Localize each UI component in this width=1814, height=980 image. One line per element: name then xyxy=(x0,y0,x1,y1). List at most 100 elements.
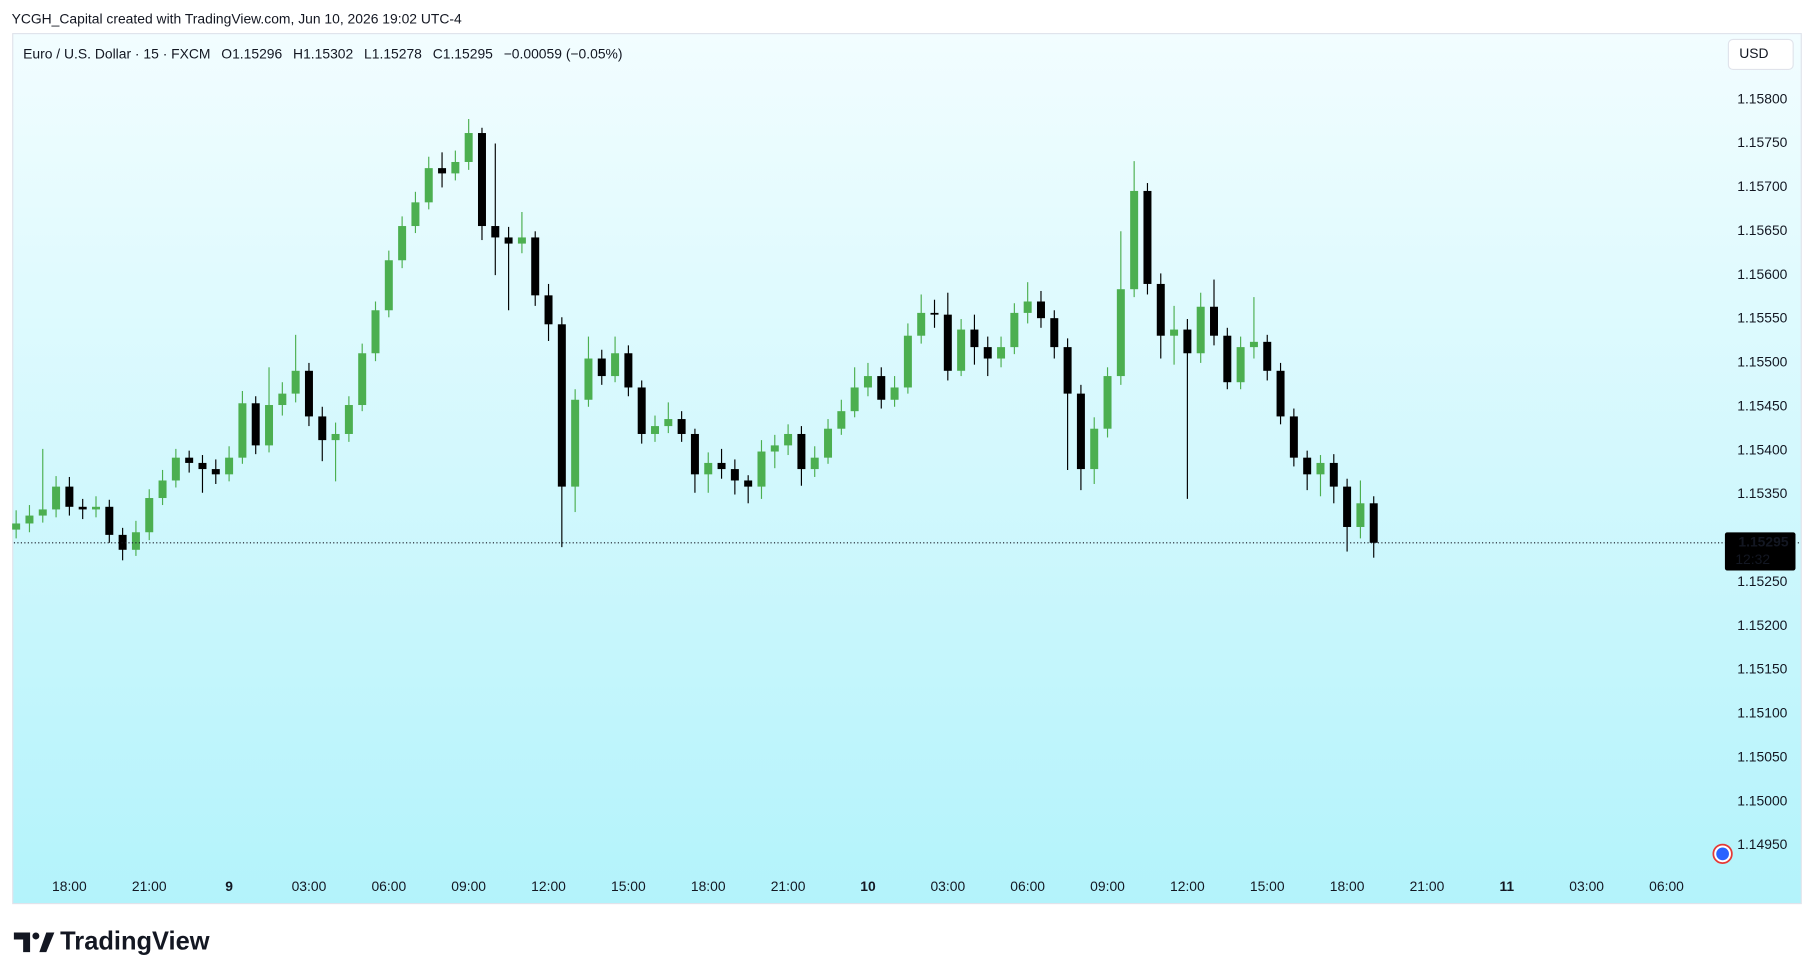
x-tick-label: 09:00 xyxy=(451,878,486,894)
candle-body xyxy=(704,462,713,475)
candle-body xyxy=(1196,306,1205,354)
candle-body xyxy=(12,523,21,530)
candle-body xyxy=(1010,312,1019,348)
candle-body xyxy=(1050,318,1059,348)
candle-body xyxy=(1316,462,1325,475)
candle-body xyxy=(824,428,833,458)
plot: 1.15800 1.15750 1.15700 1.15650 1.15600 1.155… xyxy=(12,90,1802,894)
candle-body xyxy=(1143,190,1152,284)
x-tick-label: 06:00 xyxy=(371,878,406,894)
currency-button[interactable] xyxy=(1727,38,1794,71)
y-tick-label: 1.15400 xyxy=(1737,441,1787,457)
y-tick-label: 1.15000 xyxy=(1737,792,1787,808)
candle-body xyxy=(265,405,274,446)
candle-body xyxy=(384,260,393,311)
y-tick-label: 1.15450 xyxy=(1737,397,1787,413)
candle-body xyxy=(251,403,260,446)
candle-body xyxy=(331,433,340,441)
candle-body xyxy=(651,426,659,434)
candle-body xyxy=(65,486,74,507)
ohlc-close: C1.15295 xyxy=(433,45,493,61)
y-tick-label: 1.15200 xyxy=(1737,617,1787,633)
candle-body xyxy=(1130,190,1139,290)
chart-pane xyxy=(12,33,1802,905)
candle-body xyxy=(877,376,886,400)
candle-body xyxy=(637,387,646,434)
x-tick-label: 10 xyxy=(860,878,876,894)
candle-body xyxy=(1063,347,1072,394)
candle-body xyxy=(1156,283,1165,336)
logo-shape xyxy=(13,932,31,953)
candle-body xyxy=(930,312,939,315)
x-tick-label: 12:00 xyxy=(531,878,566,894)
y-tick-label: 1.15050 xyxy=(1737,748,1787,764)
candle-body xyxy=(92,506,100,510)
candle-body xyxy=(238,403,247,458)
candle-body xyxy=(504,237,513,244)
candle-body xyxy=(318,416,327,441)
x-tick-label: 06:00 xyxy=(1010,878,1045,894)
candle-body xyxy=(145,498,154,533)
candle-body xyxy=(1343,486,1352,527)
x-tick-label: 21:00 xyxy=(771,878,806,894)
candle-body xyxy=(863,376,872,388)
countdown: 12:32 xyxy=(1735,551,1770,567)
legend: Euro / U.S. Dollar · 15 · FXCM O1.15296 … xyxy=(23,45,622,61)
candle-body xyxy=(1276,370,1285,417)
candle-body xyxy=(757,451,766,487)
y-tick-label: 1.15750 xyxy=(1737,134,1787,150)
candle-body xyxy=(1090,428,1099,470)
x-tick-label: 18:00 xyxy=(691,878,726,894)
logo-dot xyxy=(32,932,40,940)
x-tick-label: 18:00 xyxy=(1330,878,1365,894)
x-tick-label: 03:00 xyxy=(930,878,965,894)
y-tick-label: 1.15150 xyxy=(1737,661,1787,677)
last-price-box xyxy=(1724,532,1796,571)
x-tick-label: 21:00 xyxy=(1410,878,1445,894)
candle-body xyxy=(424,168,433,203)
candle-body xyxy=(131,532,140,550)
candle-body xyxy=(464,133,473,162)
candle-body xyxy=(983,347,992,359)
candle-body xyxy=(584,358,593,400)
candle-body xyxy=(158,480,167,499)
x-tick-label: 15:00 xyxy=(611,878,646,894)
candle-body xyxy=(1210,306,1218,336)
candle-body xyxy=(730,469,739,481)
y-tick-label: 1.15650 xyxy=(1737,222,1787,238)
y-tick-label: 1.15600 xyxy=(1737,266,1787,282)
candle-body xyxy=(770,445,779,452)
candle-body xyxy=(917,312,926,336)
x-tick-label: 06:00 xyxy=(1649,878,1684,894)
y-tick-label: 1.15100 xyxy=(1737,705,1787,721)
candle-body xyxy=(38,509,47,516)
candle-body xyxy=(25,515,34,524)
candle-body xyxy=(1116,289,1125,377)
candle-body xyxy=(211,469,220,475)
candle-body xyxy=(1170,329,1179,336)
y-tick-label: 1.14950 xyxy=(1737,836,1787,852)
candle-body xyxy=(1183,329,1192,354)
candle-body xyxy=(491,226,500,238)
candle-body xyxy=(690,433,699,475)
x-tick-label: 9 xyxy=(225,878,233,894)
candle-body xyxy=(1036,301,1045,319)
candle-body xyxy=(304,370,313,417)
candle-body xyxy=(477,133,486,227)
change: −0.00059 (−0.05%) xyxy=(504,45,623,61)
candle-body xyxy=(344,405,353,434)
candle-body xyxy=(890,387,899,400)
brand: TradingView xyxy=(60,928,210,956)
candle-body xyxy=(997,347,1006,359)
candle-body xyxy=(970,329,979,348)
candle-body xyxy=(717,462,726,470)
symbol: Euro / U.S. Dollar · 15 · FXCM xyxy=(23,45,210,61)
logo-shape xyxy=(39,932,55,953)
candle-body xyxy=(185,457,194,463)
candle-body xyxy=(611,353,620,377)
currency[interactable]: USD xyxy=(1739,45,1768,61)
candle-body xyxy=(850,387,859,412)
y-tick-label: 1.15550 xyxy=(1737,310,1787,326)
